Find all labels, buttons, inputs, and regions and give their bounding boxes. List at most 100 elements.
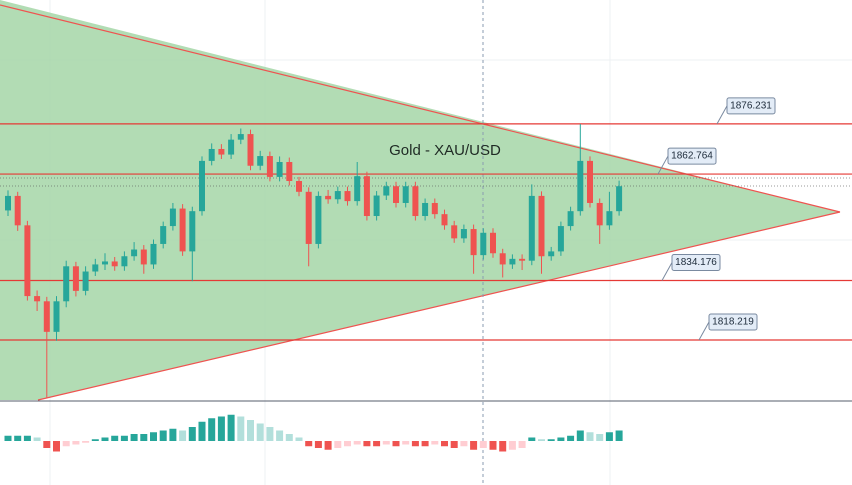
candle-body	[169, 208, 176, 227]
level-label: 1834.176	[675, 257, 717, 268]
level-label: 1862.764	[671, 151, 713, 162]
macd-bar	[411, 441, 419, 447]
macd-bar	[538, 439, 545, 441]
candle-body	[82, 271, 89, 291]
macd-bar	[499, 441, 507, 452]
macd-bar	[460, 441, 468, 447]
candle-body	[363, 176, 370, 217]
macd-bar	[518, 441, 526, 448]
macd-bar	[120, 435, 128, 441]
candle-body	[276, 162, 283, 177]
candle-body	[140, 249, 147, 265]
candle-body	[179, 208, 186, 252]
macd-bar	[130, 434, 138, 441]
macd-bar	[188, 427, 196, 441]
macd-bar	[169, 428, 177, 441]
macd-bar	[295, 437, 303, 441]
candle-body	[422, 202, 429, 217]
candle-body	[557, 226, 564, 252]
candle-body	[402, 186, 409, 203]
candle-body	[286, 162, 293, 182]
macd-bar	[14, 435, 22, 441]
macd-bar	[208, 418, 216, 441]
candle-body	[237, 134, 244, 140]
label-connector	[661, 262, 673, 281]
candle-body	[189, 211, 196, 252]
macd-bar	[150, 432, 157, 441]
macd-bar	[470, 441, 478, 450]
candle-body	[150, 243, 157, 265]
candle-body	[111, 261, 118, 267]
macd-bar	[450, 441, 458, 448]
candle-body	[257, 156, 264, 166]
macd-bar	[23, 435, 31, 441]
level-label-box	[667, 147, 717, 165]
chart-title: Gold - XAU/USD	[389, 142, 501, 159]
candle-body	[470, 229, 477, 256]
candle-body	[315, 195, 322, 244]
candle-body	[247, 134, 254, 166]
candle-body	[548, 251, 555, 257]
macd-bar	[324, 441, 332, 450]
macd-bar	[402, 441, 410, 445]
candle-body	[441, 214, 448, 226]
macd-bar	[528, 437, 536, 441]
candle-body	[587, 160, 593, 203]
macd-bar	[557, 437, 565, 441]
macd-bar	[373, 441, 381, 447]
macd-bar	[266, 427, 274, 441]
candle-body	[228, 139, 235, 155]
candle-body	[53, 301, 60, 332]
candle-body	[460, 229, 467, 239]
macd-bar	[101, 437, 109, 441]
level-label: 1876.231	[730, 101, 772, 112]
candle-body	[208, 148, 215, 161]
level-label-box	[671, 254, 721, 272]
macd-bar	[382, 441, 390, 445]
macd-bar	[82, 441, 90, 443]
macd-bar	[392, 441, 400, 447]
candle-body	[218, 148, 225, 155]
candle-body	[567, 211, 574, 227]
macd-bar	[305, 441, 313, 447]
macd-bar	[441, 441, 448, 447]
candle-body	[606, 211, 613, 226]
macd-bar	[62, 441, 70, 447]
macd-bar	[314, 441, 322, 448]
candle-body	[538, 195, 545, 257]
candle-body	[393, 186, 399, 203]
candle-body	[121, 256, 128, 267]
label-connector	[657, 155, 669, 175]
macd-bar	[140, 434, 148, 441]
candle-body	[43, 301, 50, 332]
candle-body	[5, 195, 11, 211]
candle-body	[373, 195, 380, 217]
candle-body	[412, 186, 419, 217]
macd-bar	[576, 430, 584, 441]
macd-bar	[605, 432, 613, 441]
macd-bar	[91, 439, 99, 441]
macd-bar	[111, 435, 119, 441]
macd-bar	[431, 441, 439, 445]
candle-body	[92, 264, 99, 272]
macd-bar	[479, 441, 487, 448]
candle-body	[451, 225, 458, 239]
macd-bar	[53, 441, 60, 452]
level-label-box	[708, 313, 758, 331]
macd-bar	[353, 441, 361, 445]
candle-body	[519, 258, 526, 261]
macd-bar	[489, 441, 497, 450]
candle-body	[480, 232, 487, 256]
macd-bar	[586, 432, 594, 441]
candle-body	[305, 191, 312, 244]
macd-bar	[363, 441, 371, 447]
macd-bar	[285, 434, 293, 441]
candle-body	[131, 249, 138, 257]
level-label-box	[726, 97, 776, 115]
macd-bar	[227, 414, 235, 441]
candle-body	[528, 195, 535, 261]
macd-bar	[179, 430, 187, 441]
triangle-lower	[37, 211, 841, 401]
macd-bar	[217, 416, 225, 441]
candle-body	[63, 266, 70, 302]
